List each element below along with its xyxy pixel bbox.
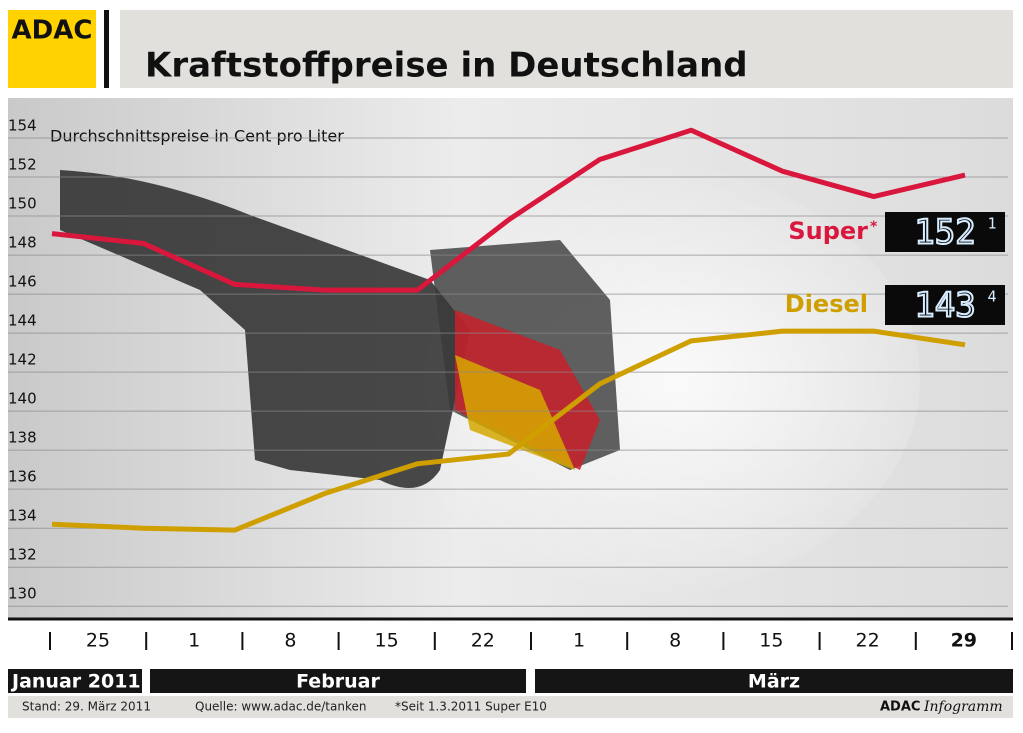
month-band — [150, 669, 526, 693]
footer-band — [8, 696, 1013, 718]
y-tick-label: 150 — [8, 195, 37, 213]
chart-title: Kraftstoffpreise in Deutschland — [145, 46, 748, 86]
series-line — [51, 328, 966, 533]
y-tick-label: 142 — [8, 351, 37, 369]
footer-brand-suffix: Infogramm — [923, 699, 1003, 715]
x-tick-label: 1 — [188, 630, 200, 652]
price-display — [885, 212, 1005, 252]
legend-label: Diesel — [785, 290, 868, 318]
y-tick-label: 140 — [8, 390, 37, 408]
series-line — [51, 127, 966, 293]
y-tick-label: 146 — [8, 273, 37, 291]
legend-label: Super — [788, 217, 868, 245]
header-divider — [104, 10, 109, 88]
price-display-main: 143 — [914, 286, 975, 326]
legend-suffix: * — [870, 219, 878, 235]
x-tick-label: 8 — [284, 630, 296, 652]
x-tick-label: 22 — [471, 630, 495, 652]
logo: ADAC — [12, 16, 93, 46]
footer-note: *Seit 1.3.2011 Super E10 — [395, 700, 547, 714]
price-display-main: 152 — [914, 213, 975, 253]
month-label: März — [748, 671, 800, 693]
y-tick-label: 148 — [8, 234, 37, 252]
price-display — [885, 285, 1005, 325]
price-display-decimal: 4 — [987, 288, 996, 306]
month-label: Februar — [296, 671, 380, 693]
header-band — [120, 10, 1013, 88]
y-tick-label: 134 — [8, 507, 37, 525]
x-tick-label: 15 — [759, 630, 783, 652]
month-band — [8, 669, 142, 693]
month-band — [535, 669, 1013, 693]
y-tick-label: 144 — [8, 312, 37, 330]
y-tick-label: 136 — [8, 468, 37, 486]
y-tick-label: 130 — [8, 585, 37, 603]
y-tick-label: 138 — [8, 429, 37, 447]
x-tick-label: 29 — [951, 630, 977, 652]
x-tick-label: 1 — [573, 630, 585, 652]
month-label: Januar 2011 — [10, 671, 141, 693]
x-tick-label: 22 — [856, 630, 880, 652]
price-display-decimal: 1 — [987, 215, 996, 233]
y-tick-label: 152 — [8, 156, 37, 174]
y-tick-label: 132 — [8, 546, 37, 564]
footer-source: Quelle: www.adac.de/tanken — [195, 700, 366, 714]
flag-gold — [455, 355, 575, 470]
y-tick-label: 154 — [8, 117, 37, 135]
footer-date: Stand: 29. März 2011 — [22, 700, 151, 714]
x-tick-label: 8 — [669, 630, 681, 652]
footer-brand: ADAC — [880, 700, 920, 715]
x-tick-label: 15 — [375, 630, 399, 652]
axis-title: Durchschnittspreise in Cent pro Liter — [50, 127, 344, 146]
x-tick-label: 25 — [86, 630, 110, 652]
logo-box — [8, 10, 96, 88]
